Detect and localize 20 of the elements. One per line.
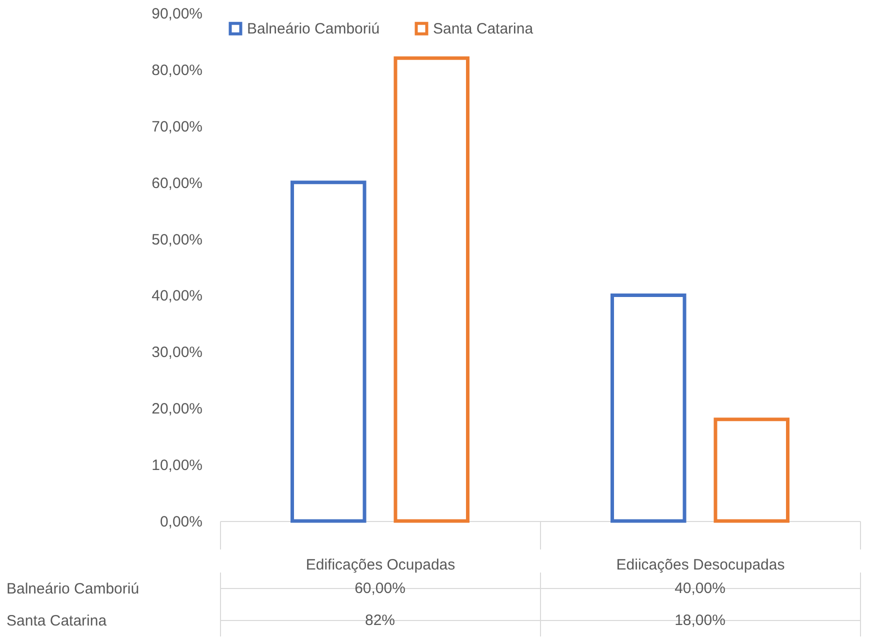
y-tick-label: 50,00% [152,231,202,248]
y-tick-label: 40,00% [152,288,202,305]
y-tick-label: 70,00% [152,118,202,136]
data-label: 18,00% [674,612,726,629]
y-tick-label: 30,00% [152,344,202,362]
legend-label: Balneário Camboriú [247,20,380,38]
y-tick-label: 80,00% [152,62,202,79]
text: Santa Catarina [6,612,107,630]
x-tick-label: Ediicações Desocupadas [616,556,785,574]
y-tick-label: 90,00% [152,6,202,22]
y-tick-label: 20,00% [152,400,202,418]
text: Balneário Camboriú [6,580,140,598]
x-tick-label: Edificações Ocupadas [306,556,456,574]
y-tick-label: 10,00% [152,457,202,474]
data-label: 40,00% [674,580,726,597]
data-label: 82% [364,612,396,629]
y-tick-label: 60,00% [152,174,202,192]
y-tick-label: 0,00% [160,514,202,530]
data-label: 60,00% [354,580,406,597]
legend-label: Santa Catarina [433,20,534,38]
